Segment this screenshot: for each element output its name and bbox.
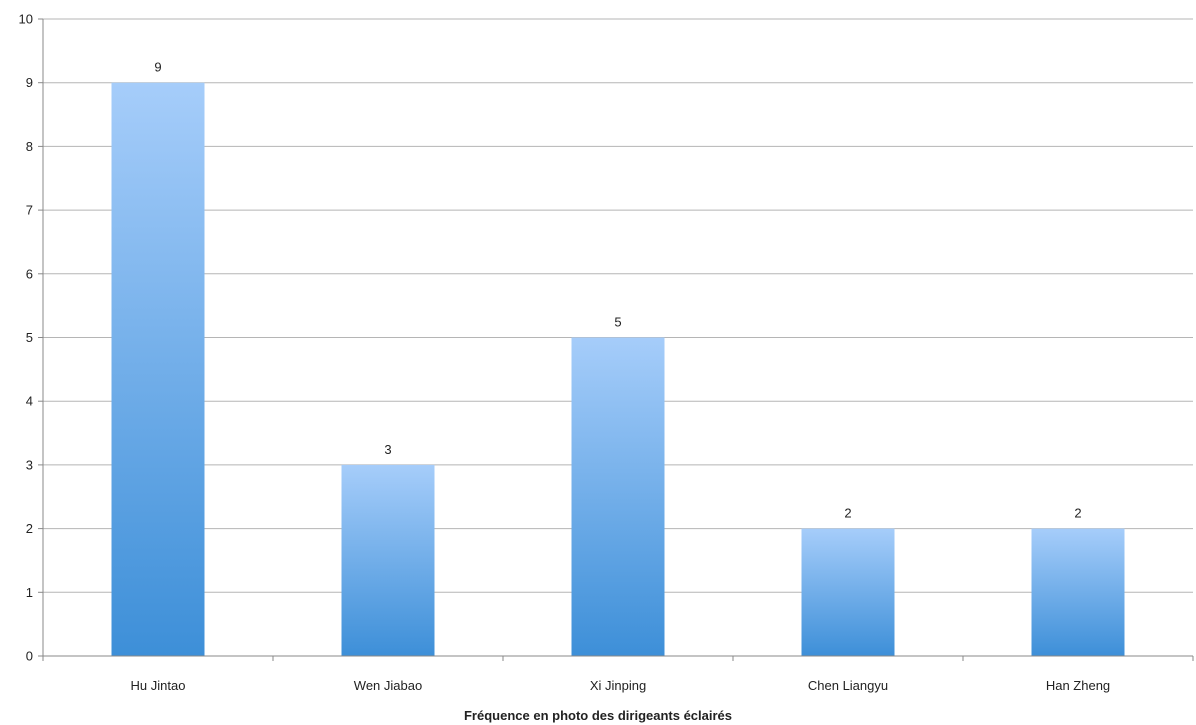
x-axis-title: Fréquence en photo des dirigeants éclair… (464, 708, 732, 723)
data-label: 2 (844, 506, 851, 521)
y-tick-label: 8 (26, 139, 33, 154)
bar (341, 464, 435, 656)
y-tick-label: 1 (26, 585, 33, 600)
y-tick-label: 9 (26, 75, 33, 90)
bar (111, 82, 205, 656)
bar (801, 528, 895, 656)
x-tick-label: Hu Jintao (131, 678, 186, 693)
x-tick-label: Wen Jiabao (354, 678, 422, 693)
x-tick-label: Xi Jinping (590, 678, 646, 693)
bars (111, 82, 1125, 656)
data-labels: 9 3 5 2 2 (154, 60, 1081, 521)
bar (1031, 528, 1125, 656)
x-tick-label: Han Zheng (1046, 678, 1110, 693)
y-tick-label: 4 (26, 394, 33, 409)
y-tick-label: 7 (26, 203, 33, 218)
y-tick-label: 5 (26, 330, 33, 345)
x-tick-label: Chen Liangyu (808, 678, 888, 693)
bar (571, 337, 665, 656)
x-tick-labels: Hu Jintao Wen Jiabao Xi Jinping Chen Liangy… (131, 678, 1111, 693)
y-tick-labels: 0 1 2 3 4 5 6 7 8 9 10 (19, 12, 33, 664)
y-tick-label: 3 (26, 457, 33, 472)
data-label: 9 (154, 60, 161, 75)
y-tick-label: 0 (26, 649, 33, 664)
data-label: 3 (384, 442, 391, 457)
data-label: 2 (1074, 506, 1081, 521)
y-tick-label: 10 (19, 12, 33, 27)
y-tick-label: 2 (26, 521, 33, 536)
data-label: 5 (614, 315, 621, 330)
y-tick-label: 6 (26, 266, 33, 281)
axes (42, 19, 1194, 661)
